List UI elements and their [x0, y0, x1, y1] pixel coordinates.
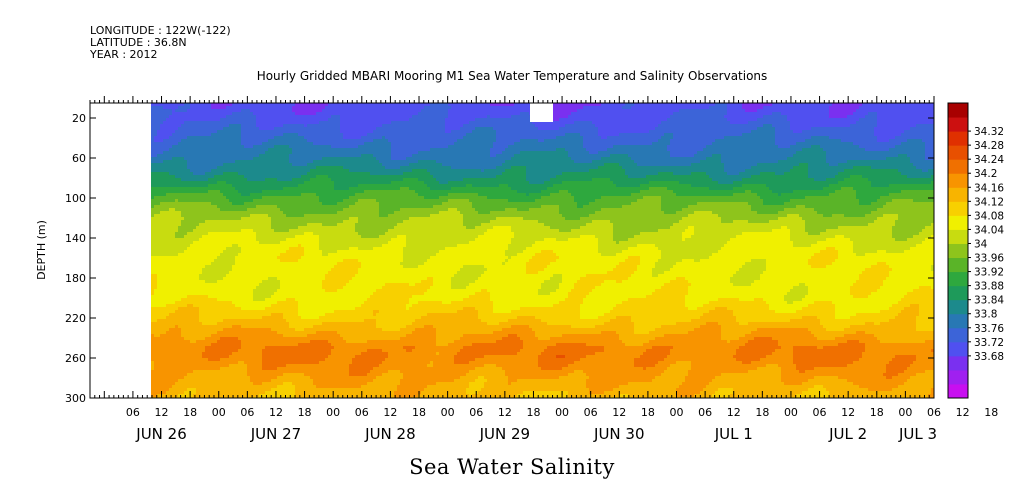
- salinity-field: [151, 103, 935, 401]
